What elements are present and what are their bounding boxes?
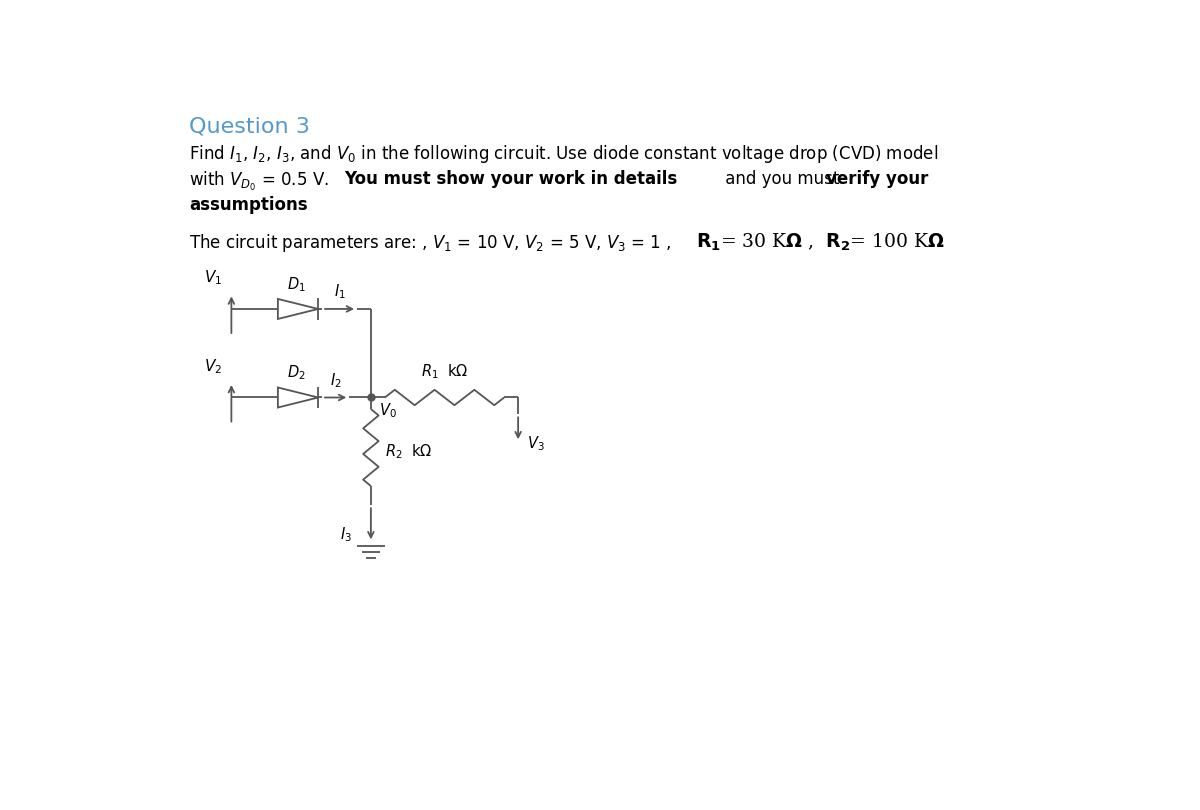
Text: $R_2$  k$\Omega$: $R_2$ k$\Omega$ <box>385 442 432 461</box>
Text: $V_0$: $V_0$ <box>379 401 396 420</box>
Text: .: . <box>292 196 296 214</box>
Text: You must show your work in details: You must show your work in details <box>343 169 677 188</box>
Text: $V_2$: $V_2$ <box>204 357 222 376</box>
Text: $I_3$: $I_3$ <box>340 526 352 544</box>
Text: assumptions: assumptions <box>188 196 307 214</box>
Text: $V_1$: $V_1$ <box>204 269 222 288</box>
Text: $D_2$: $D_2$ <box>287 364 306 382</box>
Text: $V_3$: $V_3$ <box>528 434 545 453</box>
Text: The circuit parameters are: , $V_1$ = 10 V, $V_2$ = 5 V, $V_3$ = 1 ,: The circuit parameters are: , $V_1$ = 10… <box>188 232 673 254</box>
Text: $I_1$: $I_1$ <box>334 283 346 301</box>
Text: Find $I_1$, $I_2$, $I_3$, and $V_0$ in the following circuit. Use diode constant: Find $I_1$, $I_2$, $I_3$, and $V_0$ in t… <box>188 143 938 165</box>
Text: Question 3: Question 3 <box>188 117 310 136</box>
Text: and you must: and you must <box>720 169 845 188</box>
Text: with $V_{D_0}$ = 0.5 V.: with $V_{D_0}$ = 0.5 V. <box>188 169 330 193</box>
Text: verify your: verify your <box>826 169 928 188</box>
Text: $R_1$  k$\Omega$: $R_1$ k$\Omega$ <box>421 362 468 381</box>
Text: $D_1$: $D_1$ <box>287 275 306 293</box>
Text: $\mathbf{R_1}$= 30 K$\mathbf{\Omega}$ ,  $\mathbf{R_2}$= 100 K$\mathbf{\Omega}$: $\mathbf{R_1}$= 30 K$\mathbf{\Omega}$ , … <box>696 232 946 254</box>
Text: $I_2$: $I_2$ <box>330 371 342 390</box>
